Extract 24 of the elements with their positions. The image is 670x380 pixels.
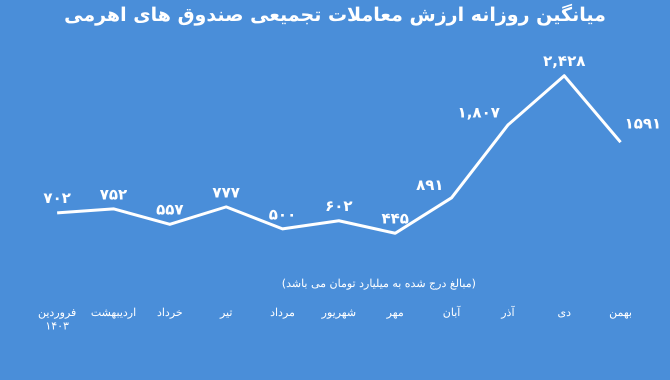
data-label: ۷۵۲ [100,185,128,204]
x-tick-label: بهمن [609,306,632,320]
x-tick-label: تیر [218,306,232,320]
x-tick-label: خرداد [156,306,183,320]
x-tick-label: مرداد [270,306,296,320]
x-tick-label: دی [557,306,572,320]
text: (مبالغ درج شده به میلیارد تومان می باشد) [282,276,476,290]
data-label: ۵۵۷ [156,200,184,219]
data-label: ۱,۸۰۷ [458,103,500,122]
x-tick-label: فروردین ۱۴۰۳ [38,306,76,332]
x-tick-label: شهریور [320,306,356,320]
data-label: ۷۷۷ [212,183,240,202]
data-label: ۲,۴۲۸ [543,52,586,70]
data-label: ۶۰۲ [325,197,353,216]
x-tick-label: آبان [442,305,462,320]
data-label: ۸۹۱ [416,176,444,194]
x-tick-label: آذر [500,305,516,320]
data-label: ۱۵۹۱ [624,114,662,133]
data-label: ۵۰۰ [268,205,296,224]
x-tick-label: مهر [386,306,404,320]
x-tick-label: اردیبهشت [90,306,136,320]
data-label: ۷۰۲ [43,189,71,208]
data-label: ۴۴۵ [381,210,409,228]
chart-title: میانگین روزانه ارزش معاملات تجمیعی صندوق های اهرمی [63,4,607,26]
